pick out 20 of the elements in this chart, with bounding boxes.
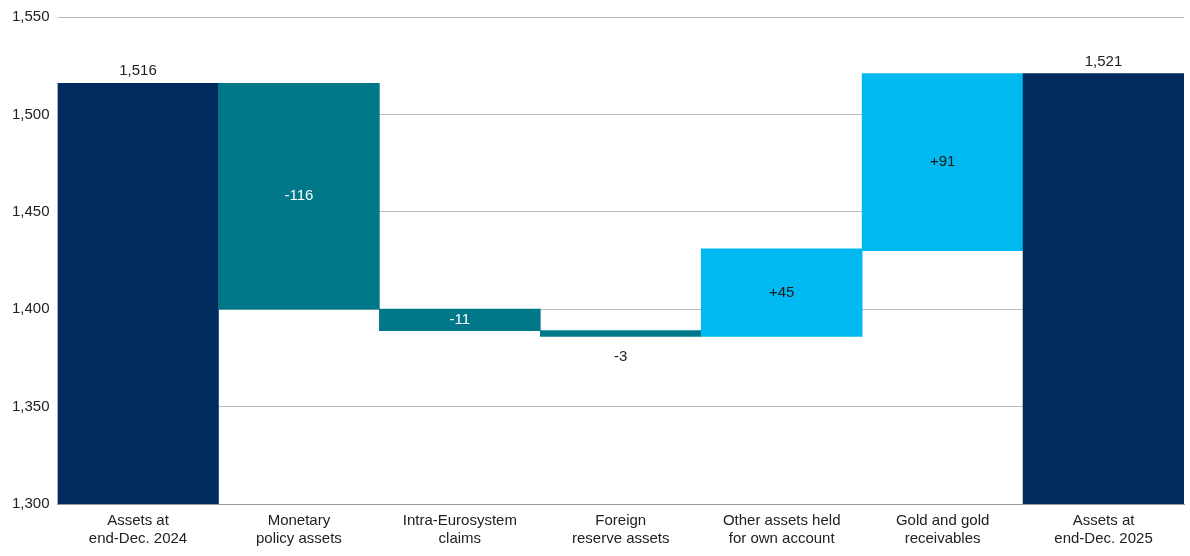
x-tick-label: Gold and gold receivables <box>895 511 990 547</box>
data-label: 1,516 <box>119 61 157 79</box>
x-tick-label: Monetary policy assets <box>255 511 342 547</box>
y-tick-label: 1,300 <box>11 494 50 512</box>
x-tick-label: Assets at end-Dec. 2024 <box>88 511 188 547</box>
y-tick-label: 1,450 <box>11 201 50 219</box>
data-label: +91 <box>929 152 956 170</box>
y-tick-label: 1,400 <box>11 299 50 317</box>
data-label: -11 <box>449 310 471 328</box>
x-tick-label: Foreign reserve assets <box>571 511 670 547</box>
data-label: 1,521 <box>1084 51 1123 69</box>
y-tick-label: 1,550 <box>11 7 50 25</box>
data-label: -3 <box>614 346 628 364</box>
y-tick-label: 1,350 <box>11 396 50 414</box>
x-tick-label: Other assets held for own account <box>722 511 841 547</box>
y-tick-label: 1,500 <box>11 104 50 122</box>
data-label: +45 <box>768 282 795 300</box>
data-label: -116 <box>284 186 314 204</box>
x-tick-label: Intra-Eurosystem claims <box>402 511 517 547</box>
x-tick-label: Assets at end-Dec. 2025 <box>1054 511 1153 547</box>
